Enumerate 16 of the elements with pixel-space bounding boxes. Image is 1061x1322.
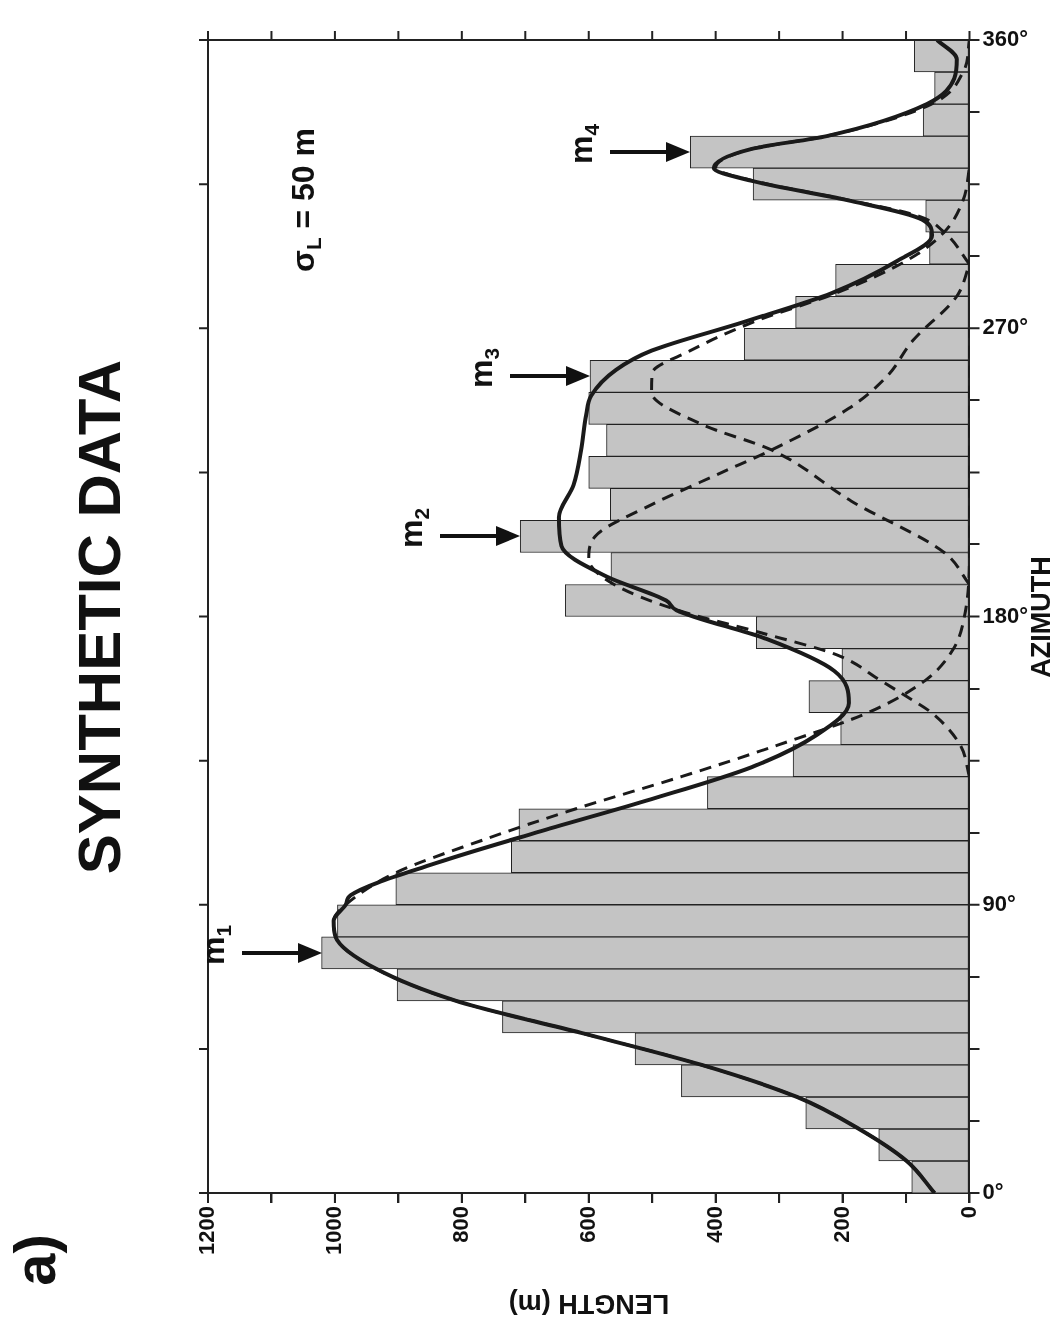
x-tick-label: 800 — [447, 1206, 473, 1243]
y-tick-label: 90° — [982, 890, 1016, 916]
x-tick-label: 1000 — [320, 1206, 346, 1256]
y-tick-label: 360° — [982, 26, 1029, 52]
y-tick-label: 180° — [982, 602, 1029, 628]
x-tick-label: 400 — [701, 1206, 727, 1243]
x-tick-label: 600 — [574, 1206, 600, 1243]
x-tick-label: 0 — [955, 1206, 981, 1219]
y-axis-title: AZIMUTH — [1026, 555, 1056, 678]
y-tick-label: 270° — [982, 314, 1029, 340]
x-axis-title: LENGTH (m) — [508, 1288, 669, 1319]
text: SYNTHETIC DATA — [66, 359, 133, 874]
y-tick-label: 0° — [982, 1179, 1004, 1205]
x-tick-label: 200 — [828, 1206, 854, 1243]
x-tick-label: 1200 — [194, 1206, 220, 1256]
text: a) — [2, 1234, 67, 1286]
